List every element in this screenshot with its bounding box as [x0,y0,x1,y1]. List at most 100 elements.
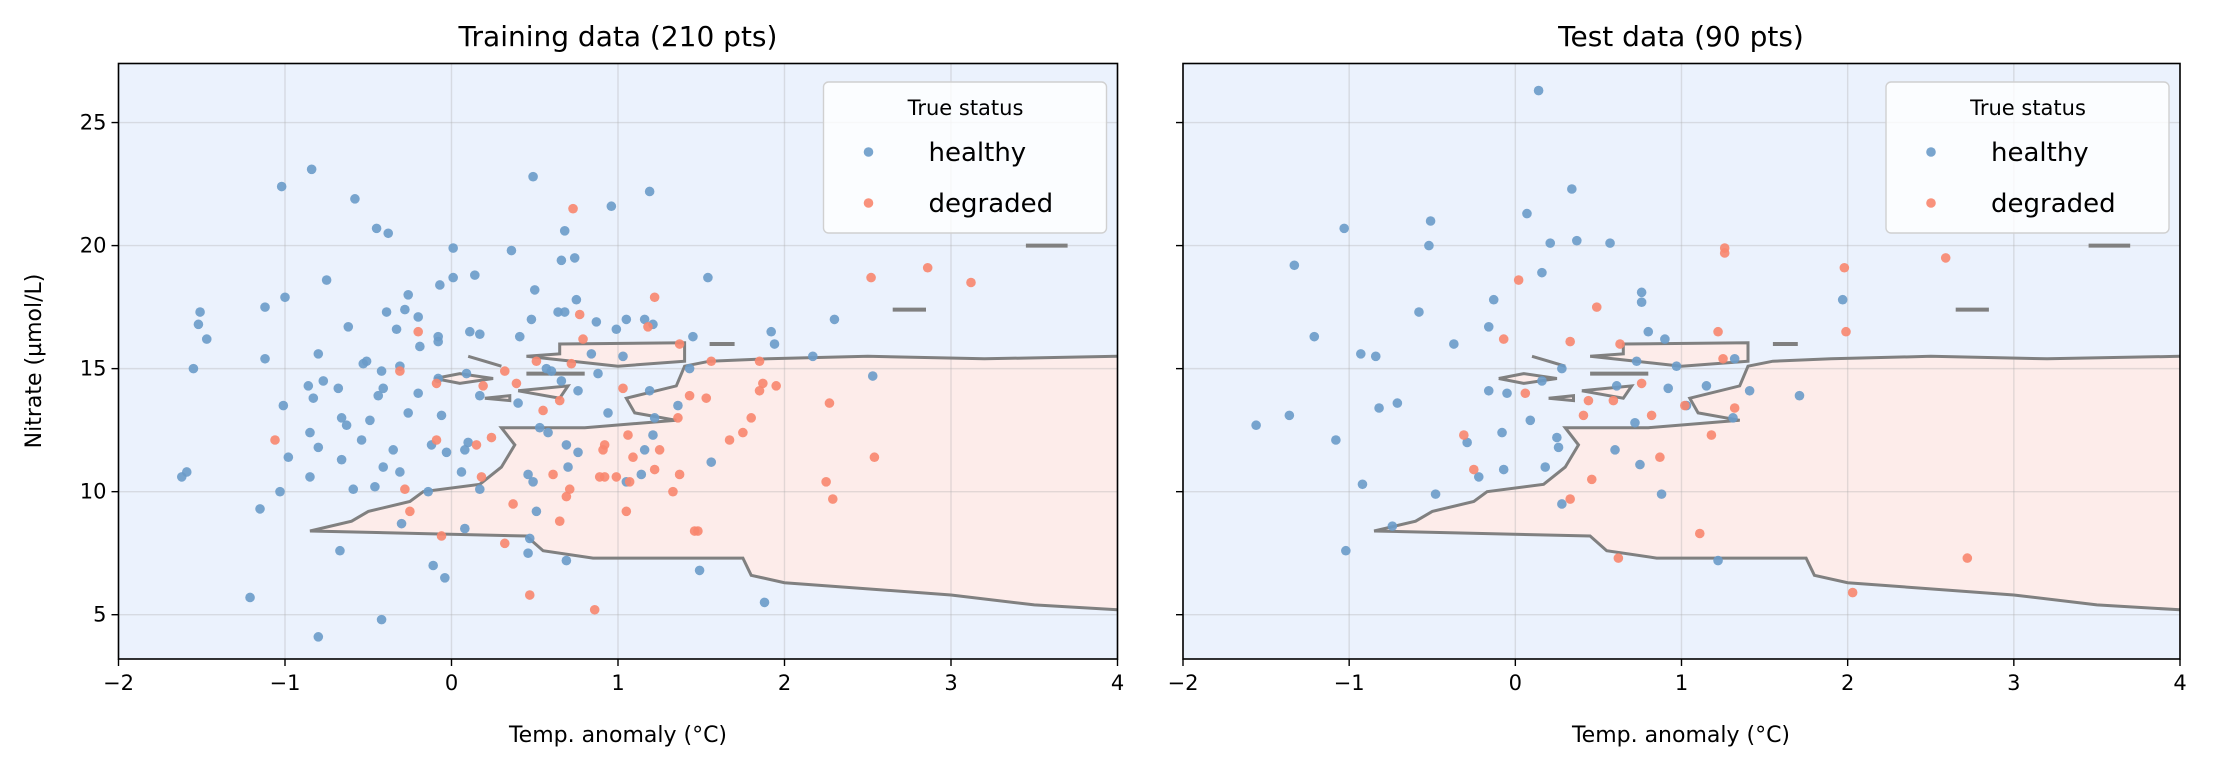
healthy-point [1729,353,1740,364]
decision-boundary-island [1589,341,1750,368]
healthy-point [336,454,347,465]
degraded-point [436,531,447,541]
x-tick-label: 2 [778,671,791,695]
healthy-point [694,565,705,576]
degraded-point [821,477,831,487]
healthy-point [1537,267,1547,278]
healthy-point [531,506,542,517]
healthy-point [1414,307,1424,317]
healthy-point [350,194,360,204]
legend-marker-healthy [863,147,874,157]
x-tick-label: 2 [1841,671,1854,695]
healthy-point [1744,385,1755,396]
healthy-point [343,321,354,332]
degraded-point [754,356,765,367]
healthy-point [1370,351,1381,362]
healthy-point [336,413,347,423]
healthy-point [1713,555,1723,566]
healthy-point [1374,403,1384,413]
degraded-point [1583,395,1594,406]
legend-label-degraded: degraded [929,189,1054,219]
healthy-point [1309,331,1320,342]
healthy-point [534,422,545,433]
healthy-point [639,445,650,455]
healthy-point [433,336,443,347]
healthy-point [461,368,472,379]
healthy-point [556,376,567,386]
healthy-point [260,302,270,312]
healthy-point [1643,326,1654,337]
healthy-point [283,452,294,463]
degraded-point [1646,410,1657,421]
healthy-point [428,560,438,571]
healthy-point [415,341,425,352]
healthy-point [1339,223,1349,234]
degraded-point [866,272,876,283]
degraded-point [1847,587,1858,598]
healthy-point [514,331,525,342]
healthy-point [523,469,533,480]
degraded-point [746,413,756,423]
healthy-point [201,334,212,344]
healthy-point [333,383,344,394]
healthy-point [1284,410,1295,421]
healthy-point [1660,334,1670,344]
healthy-point [1331,435,1341,445]
degraded-point [771,381,781,391]
degraded-point [649,464,660,475]
healthy-point [436,410,447,421]
healthy-point [1425,216,1436,226]
healthy-point [371,223,382,234]
healthy-point [523,548,533,558]
healthy-point [867,371,878,381]
healthy-point [648,430,658,440]
healthy-point [1794,390,1805,401]
degraded-point [471,440,482,450]
healthy-point [456,467,467,477]
degraded-point [476,472,487,482]
legend-box [1885,81,2170,234]
healthy-point [1525,415,1536,426]
healthy-point [413,388,424,399]
healthy-point [829,314,840,325]
degraded-point [922,262,933,273]
healthy-point [318,376,329,386]
healthy-point [621,314,632,325]
degraded-point [673,413,683,423]
healthy-point [556,255,567,266]
healthy-point [769,339,780,349]
healthy-point [553,307,563,317]
healthy-point [280,292,290,303]
healthy-point [376,366,387,376]
degraded-point [1636,378,1647,389]
degraded-point [1498,334,1509,344]
healthy-point [703,272,713,283]
degraded-point [478,381,488,391]
healthy-point [1341,545,1351,556]
healthy-point [1497,427,1507,438]
test-x-axis-label: Temp. anomaly (°C) [1571,723,1790,748]
degraded-point [1962,553,1973,563]
plot-area [1182,63,2181,659]
healthy-point [475,390,485,401]
degraded-point [1841,326,1851,337]
degraded-point [1520,388,1531,399]
healthy-point [313,632,324,642]
healthy-point [181,467,192,477]
degraded-point [1613,553,1624,563]
healthy-point [400,304,410,315]
test-panel: Test data (90 pts) Temp. anomaly (°C) −2… [1168,20,2187,748]
healthy-point [378,383,389,394]
y-tick-label: 10 [80,480,107,504]
healthy-point [305,427,315,438]
legend-label-healthy: healthy [1991,138,2089,168]
healthy-point [376,614,387,625]
healthy-point [370,481,380,492]
healthy-point [561,440,572,450]
healthy-point [1498,464,1509,475]
healthy-point [460,445,470,455]
healthy-point [1483,321,1494,332]
degraded-point [1719,248,1730,258]
degraded-point [1586,474,1597,485]
y-axis-label: Nitrate (µmol/L) [22,274,47,449]
